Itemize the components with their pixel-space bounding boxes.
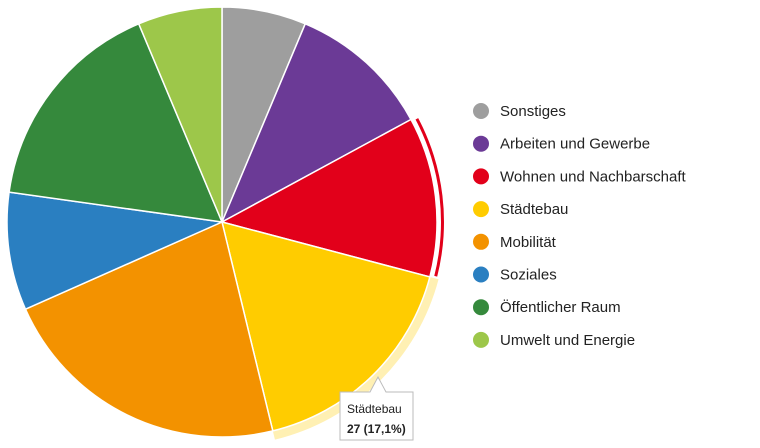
tooltip-box [339,375,414,441]
legend-label: Soziales [500,266,557,283]
legend-swatch [473,233,489,250]
slice [24,220,274,438]
legend-label: Öffentlicher Raum [500,298,621,316]
legend-swatch [473,135,489,152]
legend-label: Mobilität [500,234,557,251]
legend-swatch [473,201,489,218]
legend: Sonstiges Arbeiten und Gewerbe Wohnen und … [473,103,687,349]
tooltip: Städtebau 27 (17,1%) [339,375,414,441]
legend-swatch [473,331,489,348]
tooltip-value: 27 (17,1%) [347,422,406,436]
legend-label: Sonstiges [500,103,566,120]
slice [220,22,412,224]
legend-label: Arbeiten und Gewerbe [500,136,650,153]
slice [6,191,225,311]
pie [6,6,444,440]
slice [137,6,223,223]
legend-swatch [473,299,489,316]
legend-swatch [473,266,489,283]
legend-label: Wohnen und Nachbarschaft [500,168,687,185]
slice [219,118,438,278]
slice [8,22,224,223]
legend-swatch [473,168,489,185]
slice [220,220,431,432]
legend-label: Umwelt und Energie [500,332,635,349]
tooltip-title: Städtebau [347,402,402,416]
slice-outline [415,118,444,277]
legend-label: Städtebau [500,201,568,218]
legend-swatch [473,103,489,119]
